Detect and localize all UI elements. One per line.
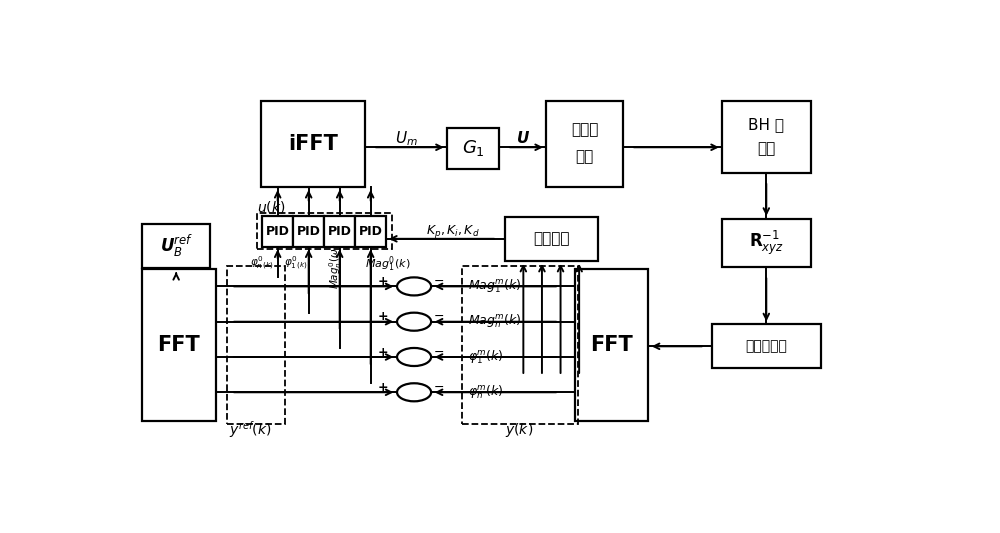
Text: $Mag_1^m(k)$: $Mag_1^m(k)$	[468, 278, 521, 295]
Text: $\mathbf{R}^{-1}_{xyz}$: $\mathbf{R}^{-1}_{xyz}$	[749, 229, 784, 257]
Bar	[355, 216, 386, 247]
Text: PID: PID	[297, 225, 321, 238]
Circle shape	[397, 383, 431, 401]
Bar	[257, 213, 392, 249]
Bar	[142, 224, 210, 268]
Bar	[447, 127, 499, 168]
Bar	[722, 219, 811, 267]
Text: $K_p,K_i,K_d$: $K_p,K_i,K_d$	[426, 223, 480, 240]
Bar	[722, 101, 811, 173]
Text: FFT: FFT	[157, 335, 200, 355]
Bar	[505, 216, 598, 261]
Text: +: +	[378, 275, 388, 288]
Text: BH 传: BH 传	[748, 117, 784, 132]
Text: −: −	[434, 310, 444, 324]
Text: −: −	[434, 381, 444, 394]
Bar	[324, 216, 355, 247]
Bar	[262, 216, 293, 247]
Text: $Mag_n^m(k)$: $Mag_n^m(k)$	[468, 313, 521, 330]
Text: PID: PID	[266, 225, 290, 238]
Text: $\varphi_1^0{}_{(k)}$: $\varphi_1^0{}_{(k)}$	[284, 255, 307, 272]
Text: 试仪: 试仪	[575, 149, 594, 164]
Text: $u(k)$: $u(k)$	[257, 199, 285, 215]
Text: FFT: FFT	[590, 335, 633, 355]
Bar	[142, 269, 216, 421]
Text: −: −	[434, 345, 444, 359]
Text: $y^{ref}(k)$: $y^{ref}(k)$	[229, 419, 272, 440]
Bar	[574, 269, 648, 421]
Text: −: −	[434, 275, 444, 288]
Bar	[261, 101, 365, 187]
Text: $\boldsymbol{U}$: $\boldsymbol{U}$	[516, 130, 530, 146]
Bar	[712, 324, 821, 368]
Text: 三维测: 三维测	[571, 122, 598, 137]
Text: iFFT: iFFT	[288, 134, 338, 154]
Text: +: +	[378, 310, 388, 324]
Text: +: +	[378, 381, 388, 394]
Circle shape	[397, 348, 431, 366]
Text: PID: PID	[359, 225, 383, 238]
Text: $G_1$: $G_1$	[462, 138, 484, 158]
Circle shape	[397, 313, 431, 330]
Text: $y(k)$: $y(k)$	[505, 421, 533, 439]
Bar	[546, 101, 623, 187]
Text: $Mag_n^0{(\omega)}$: $Mag_n^0{(\omega)}$	[327, 244, 344, 289]
Text: $\varphi_n^m(k)$: $\varphi_n^m(k)$	[468, 384, 503, 401]
Text: 锁相放大器: 锁相放大器	[746, 340, 788, 353]
Bar	[227, 266, 285, 424]
Text: 神经网络: 神经网络	[533, 231, 570, 246]
Text: $Mag_1^0(k)$: $Mag_1^0(k)$	[365, 254, 410, 274]
Text: +: +	[378, 345, 388, 359]
Bar	[462, 266, 578, 424]
Text: $\varphi_n^0{}_{(k)}$: $\varphi_n^0{}_{(k)}$	[250, 255, 274, 272]
Text: $\boldsymbol{U_m}$: $\boldsymbol{U_m}$	[395, 129, 417, 148]
Text: $\varphi_1^m(k)$: $\varphi_1^m(k)$	[468, 348, 503, 366]
Text: 感器: 感器	[757, 142, 775, 157]
Bar	[293, 216, 324, 247]
Text: $\boldsymbol{U}_B^{ref}$: $\boldsymbol{U}_B^{ref}$	[160, 233, 193, 259]
Text: PID: PID	[328, 225, 352, 238]
Circle shape	[397, 277, 431, 295]
